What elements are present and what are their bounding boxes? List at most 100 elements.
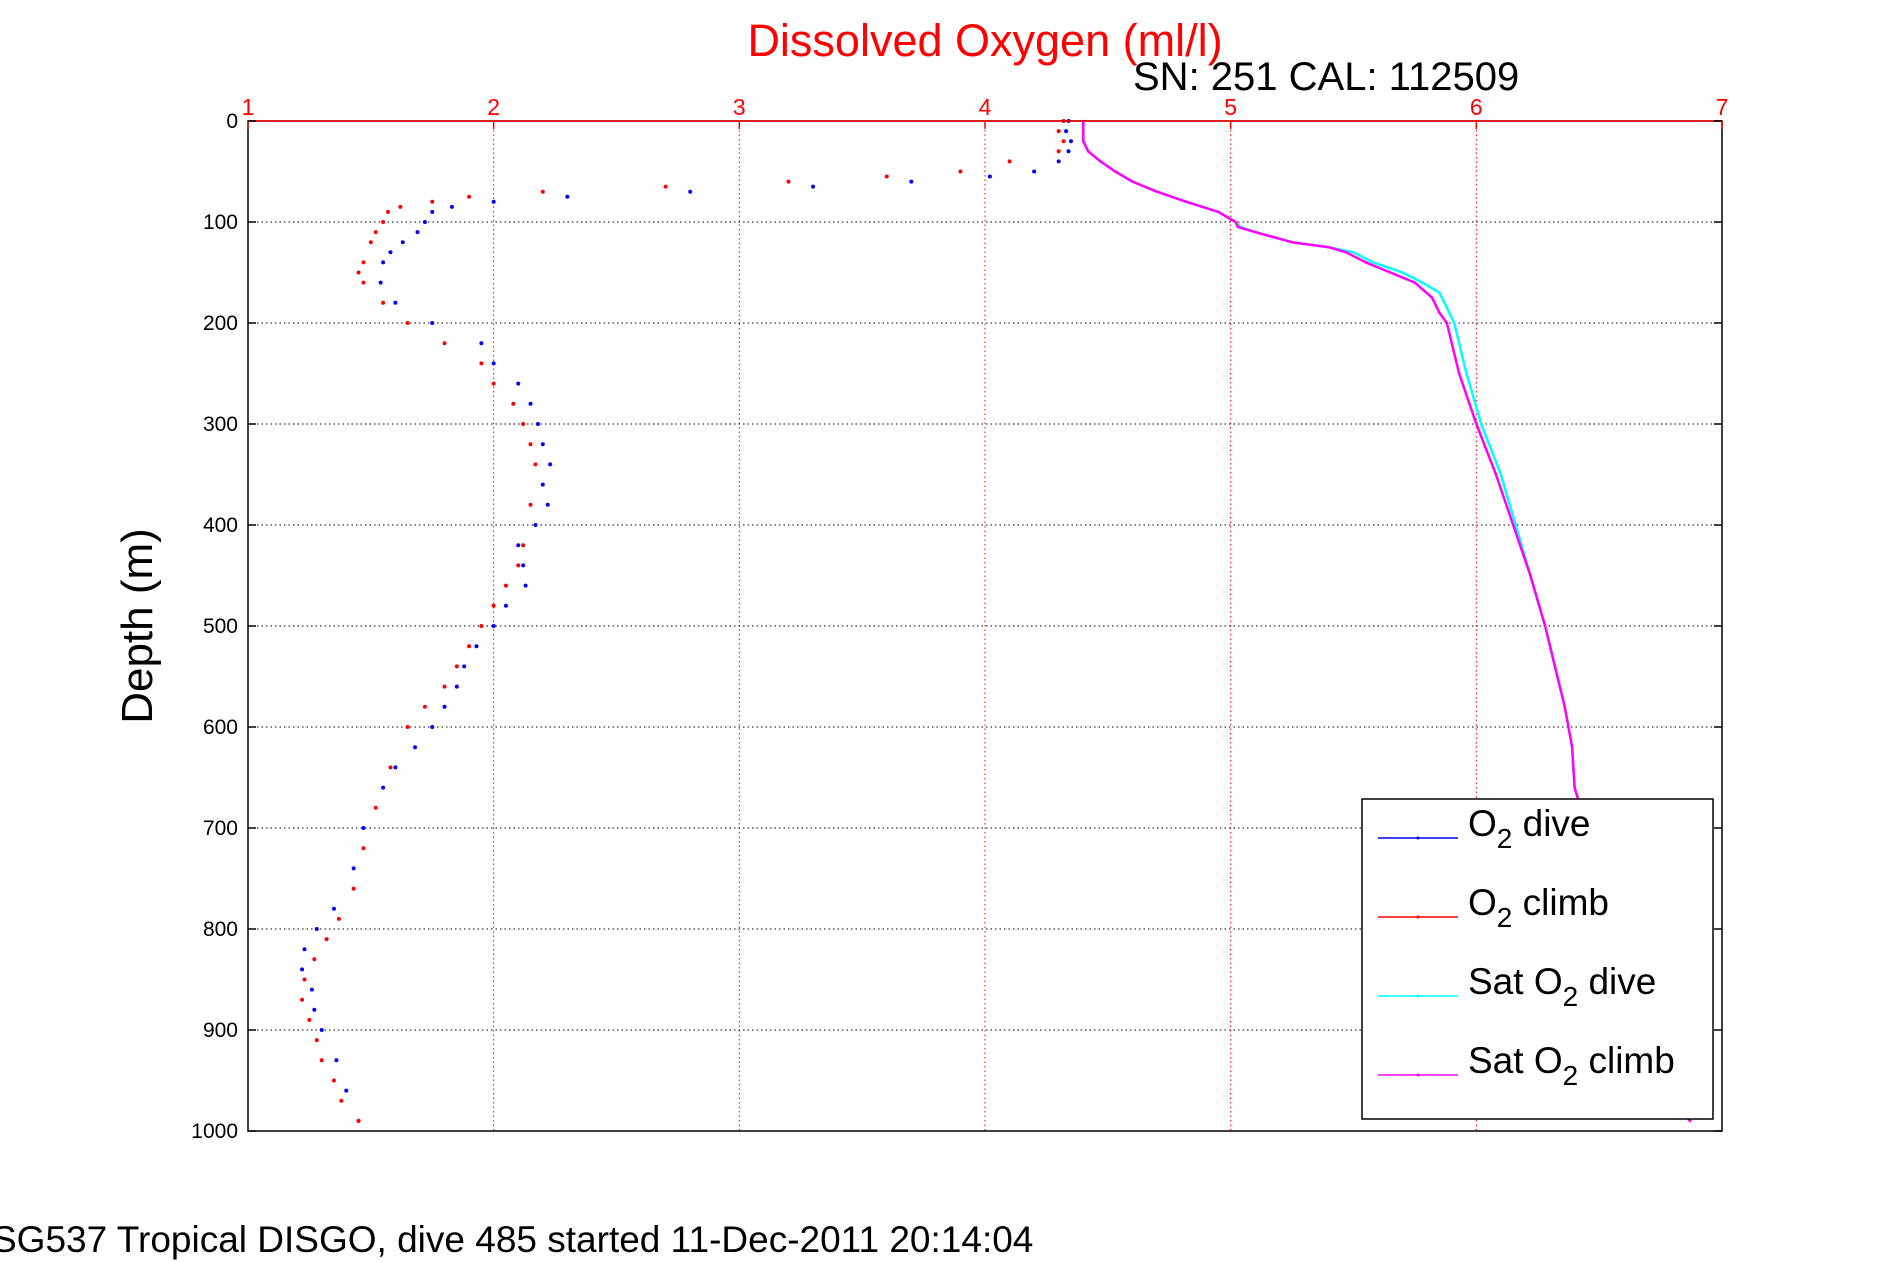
series-1-point xyxy=(339,1098,344,1103)
footer-caption: SG537 Tropical DISGO, dive 485 started 1… xyxy=(0,1219,1033,1260)
series-0-point xyxy=(1068,139,1073,144)
series-3-point xyxy=(1543,624,1547,628)
series-3-point xyxy=(1344,251,1348,254)
series-1-point xyxy=(467,644,472,649)
series-1-point xyxy=(405,725,410,729)
series-2-point xyxy=(1452,321,1456,325)
series-0-point xyxy=(422,220,427,224)
series-3-point xyxy=(1529,574,1532,577)
series-0-point xyxy=(545,502,550,507)
series-3-point xyxy=(1457,372,1461,375)
x-tick-label-3: 3 xyxy=(733,94,746,120)
series-0-point xyxy=(393,300,398,305)
series-0-point xyxy=(344,1088,349,1093)
series-3-point xyxy=(1185,200,1188,204)
series-0-point xyxy=(1064,129,1069,134)
series-3-point xyxy=(1688,1119,1692,1123)
series-0-point xyxy=(442,704,447,709)
y-tick-label-200: 200 xyxy=(203,312,238,335)
series-3-point xyxy=(1290,240,1294,244)
series-0 xyxy=(300,119,1073,1123)
series-0-point xyxy=(1056,159,1061,164)
series-1-point xyxy=(300,997,305,1002)
series-0-point xyxy=(479,341,484,346)
series-0-point xyxy=(319,1028,324,1032)
series-3-point xyxy=(1413,281,1417,284)
series-0-point xyxy=(491,361,496,366)
series-0-point xyxy=(361,826,366,830)
series-1-point xyxy=(511,401,516,406)
series-1-point xyxy=(356,1118,361,1123)
series-0-point xyxy=(314,927,319,931)
legend-marker-3 xyxy=(1416,1073,1420,1077)
series-0-point xyxy=(535,422,540,426)
series-0-point xyxy=(491,624,496,628)
series-0-point xyxy=(454,684,459,689)
series-3-point xyxy=(1327,245,1331,249)
y-tick-label-0: 0 xyxy=(226,110,238,133)
series-3-point xyxy=(1573,786,1576,789)
series-1-point xyxy=(454,664,459,669)
chart-title: Dissolved Oxygen (ml/l) xyxy=(747,15,1222,66)
series-3-point xyxy=(1236,225,1240,229)
series-1-point xyxy=(491,603,496,608)
series-3-point xyxy=(1155,190,1159,193)
series-1-point xyxy=(388,765,393,770)
y-tick-label-1000: 1000 xyxy=(191,1120,238,1143)
series-1-point xyxy=(381,220,386,224)
series-2-point xyxy=(1445,306,1449,310)
series-0-point xyxy=(430,321,435,325)
series-0-point xyxy=(300,967,305,972)
series-3-point xyxy=(1511,523,1515,527)
series-1-point xyxy=(405,321,410,325)
series-0-point xyxy=(503,603,508,608)
series-1-point xyxy=(491,381,496,386)
series-1-point xyxy=(528,502,533,507)
series-3-point xyxy=(1081,139,1085,143)
series-0-point xyxy=(415,230,420,235)
series-0-point xyxy=(413,745,418,750)
x-tick-label-1: 1 xyxy=(242,94,255,120)
series-3-point xyxy=(1253,230,1257,234)
series-3-point xyxy=(1234,220,1237,224)
series-2-point xyxy=(1479,422,1483,426)
legend-marker-2 xyxy=(1416,994,1420,998)
series-1-point xyxy=(503,583,508,588)
series-0-point xyxy=(331,906,336,911)
series-1-point xyxy=(1061,139,1066,144)
series-0-point xyxy=(548,462,553,467)
series-0-point xyxy=(565,194,570,199)
series-3-point xyxy=(1553,665,1557,668)
y-tick-label-600: 600 xyxy=(203,716,238,739)
y-tick-label-500: 500 xyxy=(203,615,238,638)
legend-box xyxy=(1361,798,1714,1120)
y-tick-label-300: 300 xyxy=(203,413,238,436)
series-0-point xyxy=(334,1058,339,1063)
series-1-point xyxy=(361,260,366,265)
series-1-point xyxy=(386,209,391,214)
series-0-point xyxy=(516,543,521,548)
series-3-point xyxy=(1475,422,1478,426)
series-2-point xyxy=(1499,473,1503,476)
series-0-point xyxy=(393,765,398,770)
series-0-point xyxy=(449,204,454,209)
series-0-point xyxy=(688,189,693,194)
series-1-point xyxy=(331,1078,336,1083)
series-0-point xyxy=(474,644,479,649)
x-tick-label-7: 7 xyxy=(1716,94,1729,120)
series-1-point xyxy=(442,684,447,689)
series-1-point xyxy=(958,169,963,174)
series-0-point xyxy=(811,184,816,189)
series-1-point xyxy=(1056,149,1061,154)
series-1 xyxy=(300,119,1066,1123)
x-tick-label-2: 2 xyxy=(487,94,500,120)
series-0-point xyxy=(309,987,314,992)
legend-label-2: Sat O2 dive xyxy=(1468,961,1656,1012)
series-1-point xyxy=(528,442,533,447)
y-tick-label-900: 900 xyxy=(203,1019,238,1042)
series-2-point xyxy=(1371,261,1375,264)
series-0-point xyxy=(491,199,496,204)
x-tick-label-5: 5 xyxy=(1224,94,1237,120)
x-tick-label-6: 6 xyxy=(1470,94,1483,120)
legend-entry-2: Sat O2 dive xyxy=(1378,961,1656,1012)
